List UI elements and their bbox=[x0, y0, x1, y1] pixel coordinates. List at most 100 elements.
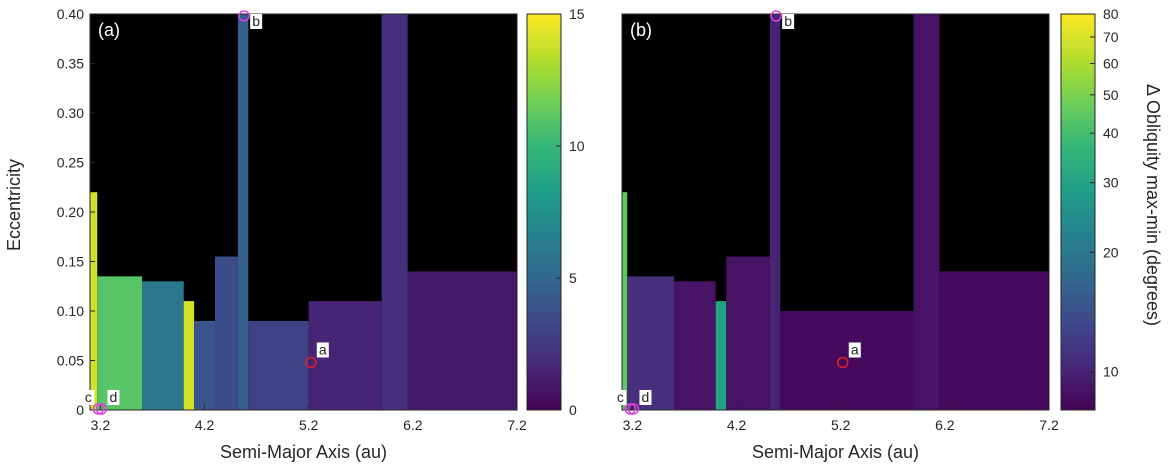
marker-label-box bbox=[639, 390, 652, 405]
colorbar-segment bbox=[527, 330, 561, 338]
colorbar-segment bbox=[1061, 113, 1095, 121]
colorbar-segment bbox=[1061, 99, 1095, 107]
colorbar-segment bbox=[527, 403, 561, 411]
colorbar-frame bbox=[526, 13, 562, 411]
heatmap-region bbox=[726, 256, 770, 410]
colorbar-segment bbox=[1061, 324, 1095, 332]
colorbar-segment bbox=[527, 27, 561, 35]
colorbar-segment bbox=[1061, 126, 1095, 134]
colorbar-tick-label: 10 bbox=[569, 138, 585, 154]
colorbar-segment bbox=[527, 146, 561, 154]
colorbar-segment bbox=[527, 198, 561, 206]
colorbar-segment bbox=[1061, 390, 1095, 398]
heatmap-region bbox=[913, 14, 940, 410]
colorbar-tick-label: 10 bbox=[1103, 364, 1119, 380]
colorbar-segment bbox=[1061, 139, 1095, 147]
heatmap-region bbox=[248, 320, 309, 410]
colorbar-segment bbox=[1061, 86, 1095, 94]
heatmap-region bbox=[90, 192, 98, 410]
colorbar-tick-label: 40 bbox=[1103, 125, 1119, 141]
colorbar-segment bbox=[1061, 93, 1095, 101]
y-tick-label: 0.20 bbox=[57, 204, 84, 220]
marker-d bbox=[95, 403, 108, 415]
colorbar-segment bbox=[527, 159, 561, 167]
x-axis-label: Semi-Major Axis (au) bbox=[752, 442, 919, 462]
colorbar-segment bbox=[527, 205, 561, 213]
heatmap-region bbox=[97, 276, 143, 410]
colorbar-segment bbox=[1061, 73, 1095, 81]
panel-label: (b) bbox=[630, 20, 652, 40]
colorbar-segment bbox=[1061, 344, 1095, 352]
colorbar-segment bbox=[1061, 119, 1095, 127]
marker-a bbox=[837, 356, 849, 369]
x-tick-label: 5.2 bbox=[299, 417, 319, 433]
colorbar-segment bbox=[1061, 317, 1095, 325]
marker-label: a bbox=[851, 341, 859, 357]
colorbar-segment bbox=[527, 132, 561, 140]
heatmap-region bbox=[237, 14, 249, 410]
colorbar-segment bbox=[527, 390, 561, 398]
colorbar-segment bbox=[1061, 363, 1095, 371]
colorbar-segment bbox=[1061, 271, 1095, 279]
y-axis-label: Eccentricity bbox=[4, 159, 24, 251]
colorbar-segment bbox=[527, 383, 561, 391]
heatmap-region bbox=[939, 271, 1049, 410]
heatmap-region bbox=[214, 256, 238, 410]
colorbar-segment bbox=[527, 60, 561, 68]
colorbar-segment bbox=[527, 99, 561, 107]
marker-label-box bbox=[250, 13, 263, 29]
colorbar-segment bbox=[1061, 14, 1095, 22]
colorbar-segment bbox=[527, 14, 561, 22]
colorbar-segment bbox=[527, 245, 561, 253]
colorbar-segment bbox=[1061, 66, 1095, 74]
colorbar-segment bbox=[527, 66, 561, 74]
y-tick-label: 0.05 bbox=[57, 353, 84, 369]
heatmap-region bbox=[381, 14, 408, 410]
colorbar-tick-label: 60 bbox=[1103, 55, 1119, 71]
colorbar-segment bbox=[1061, 159, 1095, 167]
colorbar-segment bbox=[1061, 231, 1095, 239]
colorbar-segment bbox=[527, 165, 561, 173]
colorbar-segment bbox=[1061, 47, 1095, 55]
colorbar-segment bbox=[527, 278, 561, 286]
x-axis-label: Semi-Major Axis (au) bbox=[220, 442, 387, 462]
colorbar-segment bbox=[1061, 291, 1095, 299]
colorbar-segment bbox=[527, 357, 561, 365]
colorbar-segment bbox=[1061, 278, 1095, 286]
colorbar-segment bbox=[1061, 304, 1095, 312]
colorbar-segment bbox=[527, 251, 561, 259]
colorbar-segment bbox=[1061, 106, 1095, 114]
marker-b bbox=[238, 10, 250, 22]
heatmap-region bbox=[627, 276, 675, 410]
y-tick-label: 0.30 bbox=[57, 105, 84, 121]
colorbar-segment bbox=[1061, 311, 1095, 319]
colorbar-segment bbox=[1061, 284, 1095, 292]
colorbar-segment bbox=[1061, 218, 1095, 226]
colorbar-segment bbox=[1061, 20, 1095, 28]
x-tick-label: 4.2 bbox=[727, 417, 747, 433]
colorbar-segment bbox=[527, 218, 561, 226]
colorbar-tick-label: 30 bbox=[1103, 175, 1119, 191]
heatmap-region bbox=[715, 301, 727, 410]
colorbar-segment bbox=[1061, 383, 1095, 391]
colorbar-segment bbox=[1061, 132, 1095, 140]
x-tick-label: 6.2 bbox=[935, 417, 955, 433]
marker-label: c bbox=[617, 389, 624, 405]
colorbar-segment bbox=[527, 264, 561, 272]
colorbar-segment bbox=[527, 317, 561, 325]
colorbar-segment bbox=[1061, 53, 1095, 61]
colorbar-frame bbox=[1060, 13, 1096, 411]
marker-label: b bbox=[784, 13, 792, 29]
panel-b: 3.2 4.2 5.2 6.2 7.2 Semi-Major Axis (au) (b) a b… bbox=[614, 6, 1119, 462]
colorbar-segment bbox=[527, 225, 561, 233]
heatmap-region bbox=[622, 192, 628, 410]
colorbar-segment bbox=[527, 297, 561, 305]
marker-label-box bbox=[107, 390, 120, 405]
colorbar-segment bbox=[527, 291, 561, 299]
colorbar-segment bbox=[527, 363, 561, 371]
colorbar-segment bbox=[527, 73, 561, 81]
colorbar-segment bbox=[527, 377, 561, 385]
colorbar-segment bbox=[527, 212, 561, 220]
colorbar-segment bbox=[1061, 33, 1095, 41]
